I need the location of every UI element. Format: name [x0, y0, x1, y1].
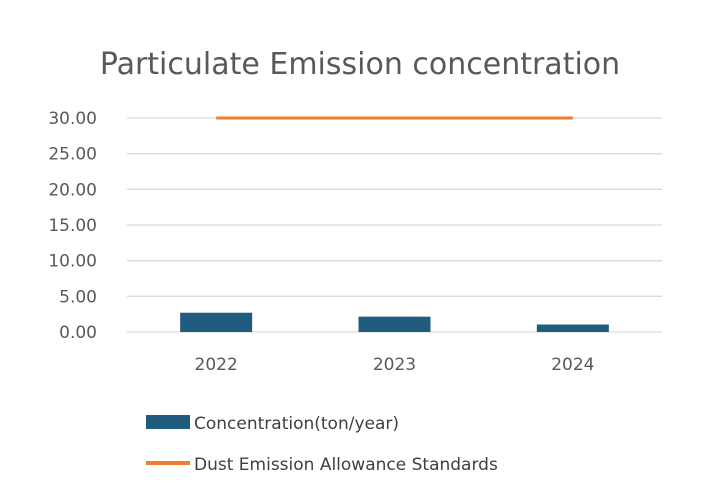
bar	[536, 324, 609, 332]
legend: Concentration(ton/year) Dust Emission All…	[146, 414, 498, 475]
bar	[180, 312, 253, 332]
y-tick-label: 30.00	[48, 109, 97, 129]
y-tick-label: 10.00	[48, 252, 97, 272]
x-tick-label: 2022	[195, 355, 238, 375]
x-tick-label: 2024	[551, 355, 594, 375]
bar	[358, 316, 431, 332]
legend-label: Dust Emission Allowance Standards	[194, 455, 498, 475]
x-tick-label: 2023	[373, 355, 416, 375]
y-tick-label: 5.00	[59, 287, 97, 307]
legend-label: Concentration(ton/year)	[194, 414, 399, 434]
x-axis-ticks: 2022 2023 2024	[195, 355, 595, 375]
y-axis-ticks: 0.00 5.00 10.00 15.00 20.00 25.00 30.00	[48, 109, 97, 343]
gridlines	[127, 117, 662, 333]
bar-series	[180, 312, 609, 332]
y-tick-label: 0.00	[59, 323, 97, 343]
y-tick-label: 15.00	[48, 216, 97, 236]
chart-title: Particulate Emission concentration	[100, 47, 620, 82]
y-tick-label: 20.00	[48, 180, 97, 200]
legend-swatch-bar	[146, 415, 190, 429]
y-tick-label: 25.00	[48, 145, 97, 165]
